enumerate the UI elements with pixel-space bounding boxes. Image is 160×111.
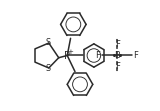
Text: F: F <box>115 62 120 71</box>
Text: F: F <box>115 40 120 49</box>
Text: P: P <box>64 51 70 60</box>
Text: S: S <box>45 64 50 73</box>
Text: B: B <box>114 51 120 60</box>
Text: F: F <box>133 51 138 60</box>
Text: S: S <box>45 38 50 47</box>
Text: F: F <box>95 51 100 60</box>
Text: +: + <box>67 49 73 55</box>
